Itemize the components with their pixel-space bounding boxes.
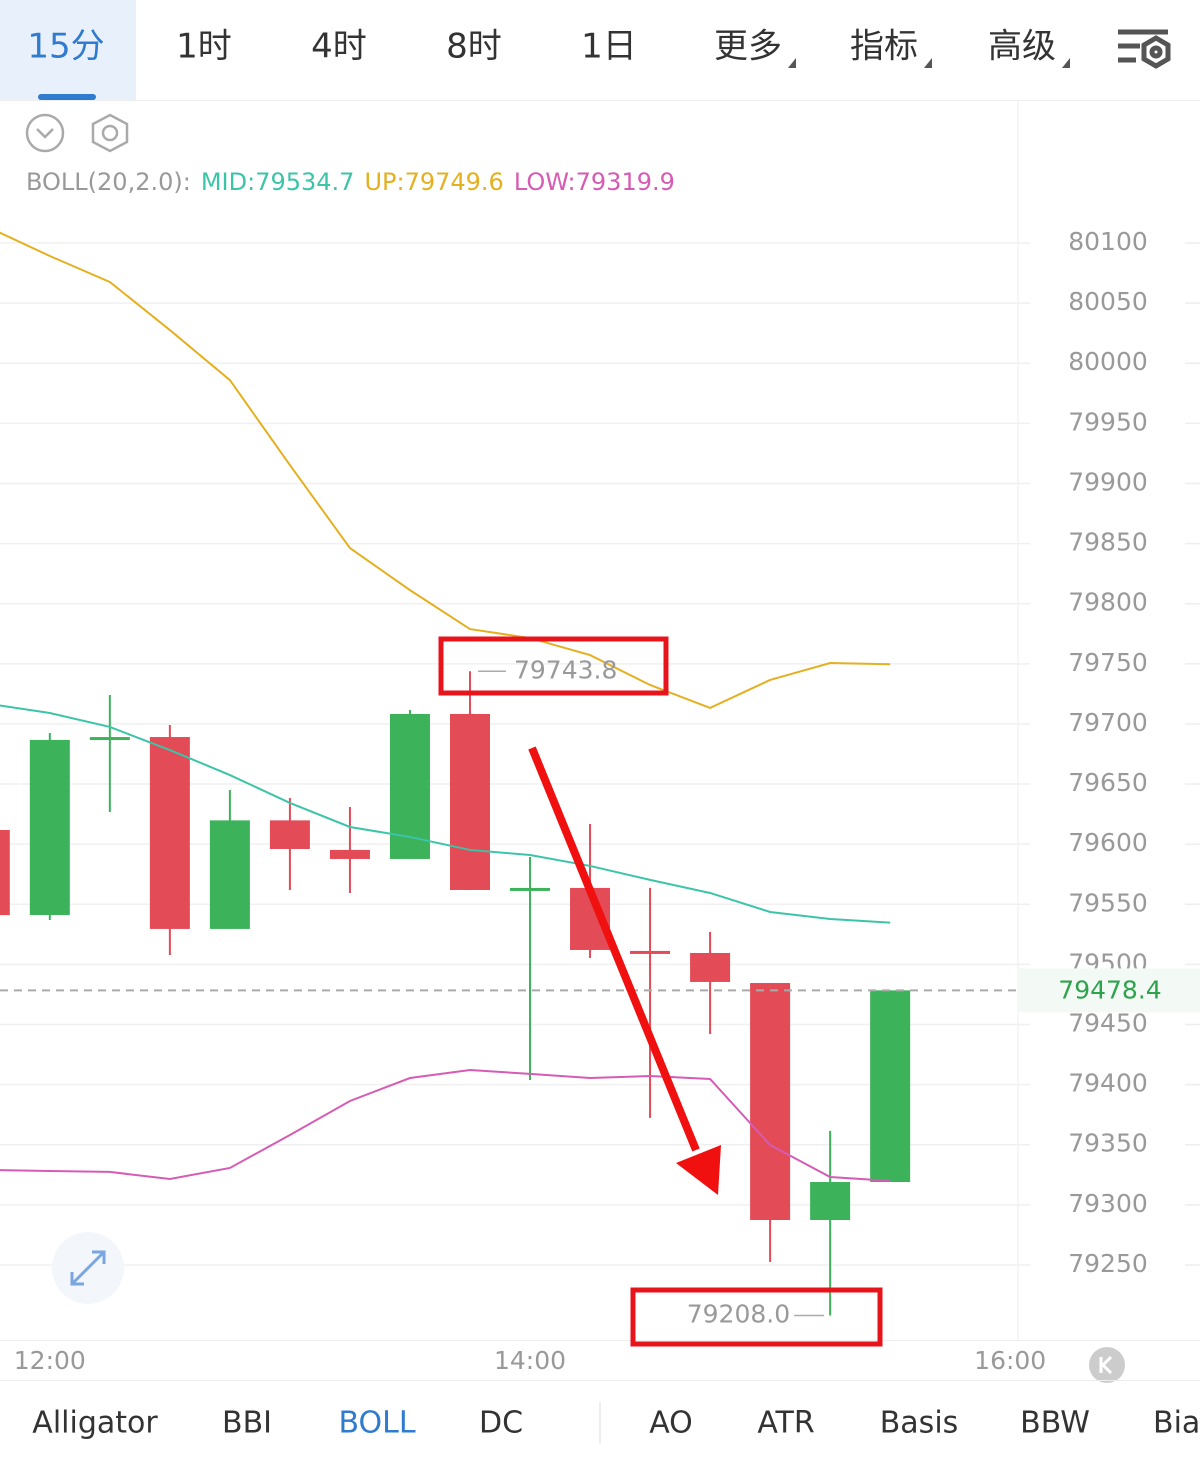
- legend-label: UP:: [364, 168, 404, 196]
- y-tick-label: 79350: [1068, 1129, 1148, 1158]
- trend-arrow: [528, 746, 700, 1152]
- scroll-latest-icon[interactable]: [1089, 1347, 1125, 1383]
- legend-label: MID:: [201, 168, 255, 196]
- indicator-tab[interactable]: AO: [649, 1406, 693, 1441]
- boll-line: [0, 231, 891, 710]
- indicator-tab[interactable]: Alligator: [32, 1406, 158, 1441]
- legend-label: LOW:: [514, 168, 576, 196]
- timeframe-tab[interactable]: 4时: [311, 27, 367, 67]
- active-tab-underline: [38, 94, 96, 100]
- settings-hex-icon[interactable]: [91, 113, 129, 153]
- plot-area: [0, 231, 911, 1316]
- timeframe-tab[interactable]: 指标: [850, 27, 918, 67]
- x-tick-label: 16:00: [974, 1346, 1046, 1375]
- y-tick-label: 79850: [1068, 528, 1148, 557]
- y-tick-label: 79900: [1068, 467, 1148, 496]
- y-tick-label: 79600: [1068, 828, 1148, 857]
- candle-body: [750, 983, 791, 1221]
- dropdown-marker: [788, 58, 796, 68]
- y-tick-label: 79550: [1068, 888, 1148, 917]
- timeframe-tab[interactable]: 15分: [27, 27, 104, 67]
- dropdown-marker: [1062, 58, 1070, 68]
- dropdown-marker: [924, 58, 932, 68]
- active-tab-bg: [0, 0, 136, 100]
- timeframe-tab[interactable]: 1时: [176, 27, 232, 67]
- timeframe-tabs: 15分 1时 4时 8时 1日 更多 指标 高级: [27, 27, 1070, 68]
- high-label: 79743.8: [514, 655, 617, 684]
- candle-body: [810, 1182, 851, 1221]
- candle-body: [89, 737, 130, 741]
- y-tick-label: 79750: [1068, 648, 1148, 677]
- indicator-tabs: Alligator BBI BOLL DC AO ATR Basis BBW Bias: [32, 1406, 1200, 1441]
- legend-value: 79319.9: [576, 168, 675, 196]
- y-tick-label: 79250: [1068, 1249, 1148, 1278]
- candle-body: [149, 737, 190, 929]
- indicator-tab[interactable]: BOLL: [338, 1406, 415, 1441]
- y-tick-label: 79650: [1068, 768, 1148, 797]
- highlight-box: [630, 1287, 883, 1347]
- candle-body: [870, 990, 911, 1183]
- settings-icon[interactable]: [1118, 29, 1171, 69]
- y-tick-label: 80000: [1068, 347, 1148, 376]
- trend-arrow-head: [676, 1145, 721, 1195]
- indicator-tab[interactable]: BBW: [1020, 1406, 1090, 1441]
- candle-body: [269, 820, 310, 849]
- candle-body: [690, 952, 731, 982]
- candle-body: [209, 820, 250, 929]
- timeframe-tab[interactable]: 8时: [446, 27, 502, 67]
- x-tick-label: 12:00: [14, 1346, 86, 1375]
- low-label: 79208.0: [687, 1299, 790, 1328]
- indicator-tab[interactable]: Bias: [1153, 1406, 1200, 1441]
- last-price-label: 79478.4: [1058, 975, 1161, 1004]
- boll-line: [0, 704, 891, 924]
- legend-value: 79534.7: [255, 168, 354, 196]
- collapse-icon[interactable]: [25, 113, 65, 153]
- x-tick-label: 14:00: [494, 1346, 566, 1375]
- highlight-box: [438, 636, 669, 696]
- timeframe-tab[interactable]: 高级: [988, 27, 1056, 67]
- y-tick-label: 80100: [1068, 227, 1148, 256]
- y-tick-label: 79450: [1068, 1009, 1148, 1038]
- boll-line: [0, 1068, 891, 1182]
- candle-body: [329, 849, 370, 859]
- candle-body: [510, 887, 551, 891]
- candle-body: [630, 950, 671, 954]
- timeframe-tab[interactable]: 更多: [714, 27, 782, 67]
- indicator-legend: BOLL(20,2.0): MID:79534.7 UP:79749.6 LOW:79…: [26, 168, 675, 196]
- indicator-tab[interactable]: BBI: [222, 1406, 272, 1441]
- candle-body: [29, 739, 70, 915]
- indicator-tab[interactable]: Basis: [880, 1406, 959, 1441]
- legend-value: 79749.6: [405, 168, 504, 196]
- y-tick-label: 79950: [1068, 407, 1148, 436]
- indicator-tab[interactable]: DC: [479, 1406, 523, 1441]
- y-tick-label: 79400: [1068, 1069, 1148, 1098]
- indicator-name: BOLL(20,2.0):: [26, 168, 191, 196]
- timeframe-tab[interactable]: 1日: [581, 27, 637, 67]
- candle-body: [449, 713, 490, 890]
- y-tick-label: 79700: [1068, 708, 1148, 737]
- y-tick-label: 80050: [1068, 287, 1148, 316]
- expand-icon[interactable]: [52, 1232, 124, 1304]
- last-price-box: [1018, 968, 1200, 1013]
- indicator-tab[interactable]: ATR: [757, 1406, 814, 1441]
- y-tick-label: 79800: [1068, 588, 1148, 617]
- candle-body: [0, 829, 10, 916]
- y-tick-label: 79300: [1068, 1189, 1148, 1218]
